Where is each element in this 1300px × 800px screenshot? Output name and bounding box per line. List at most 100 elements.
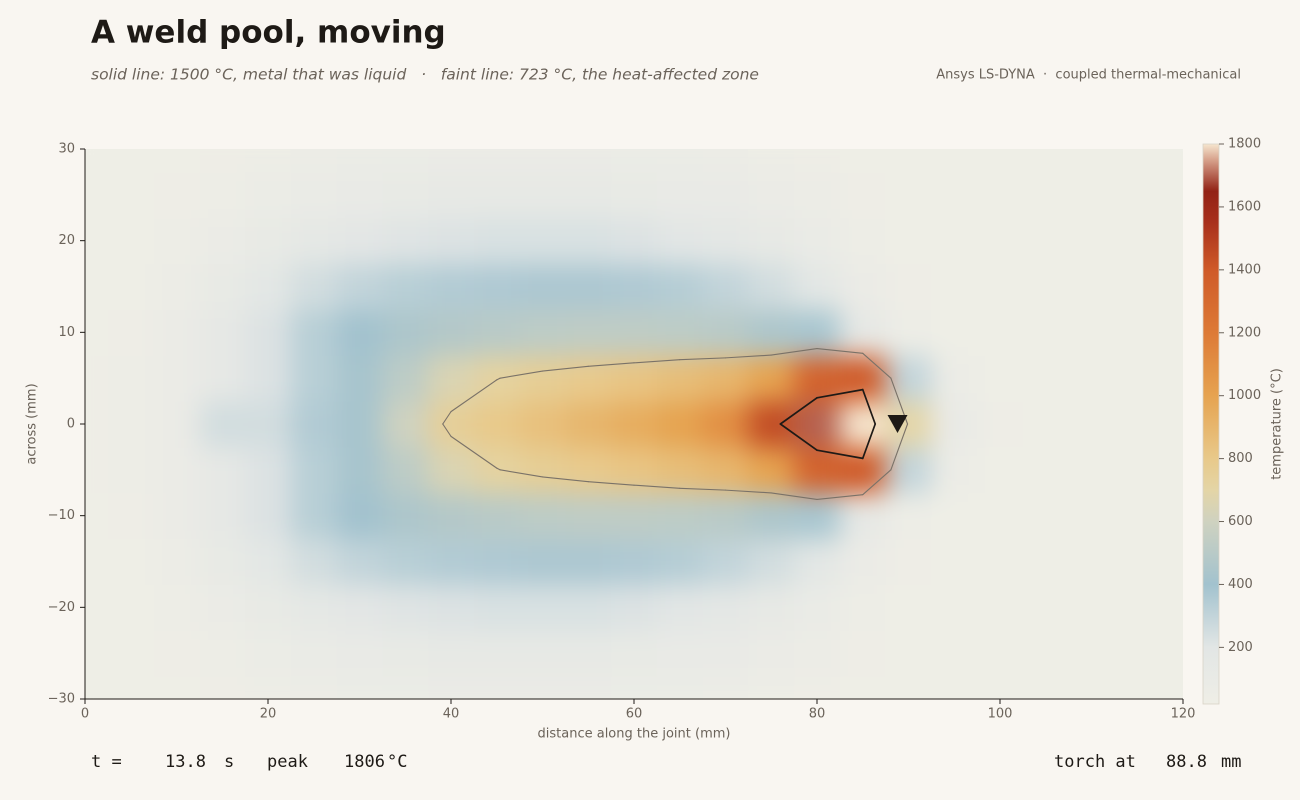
heat-cell (473, 538, 521, 586)
heat-cell (1160, 171, 1183, 219)
heat-cell (199, 630, 246, 677)
x-tick-label: 120 (1171, 707, 1196, 722)
heat-cell (656, 584, 704, 631)
heat-cell (519, 309, 566, 356)
heat-cell (565, 538, 612, 586)
heat-cell (656, 263, 704, 311)
heat-cell (702, 263, 749, 311)
y-tick-label: 20 (58, 233, 75, 248)
heat-cell (153, 355, 200, 402)
heat-cell (565, 446, 612, 494)
heat-cell (977, 538, 1024, 586)
heat-cell (611, 217, 658, 265)
heat-cell (931, 171, 978, 219)
heat-cell (748, 263, 795, 311)
heat-cell (107, 446, 155, 494)
contour-segment (541, 365, 589, 372)
heat-cell (519, 401, 566, 448)
heat-cell (1114, 492, 1161, 540)
heat-cell (885, 492, 932, 540)
colorbar-tick-label: 1600 (1228, 199, 1261, 214)
heat-cell (336, 149, 383, 173)
peak-value: 1806 (344, 752, 385, 772)
heat-cell (931, 263, 978, 311)
heat-cell (1160, 217, 1183, 265)
heat-cell (748, 584, 795, 631)
contour-segment (541, 476, 589, 483)
heat-cell (1068, 355, 1115, 402)
heat-cell (656, 149, 704, 173)
heat-cell (290, 149, 338, 173)
heat-cell (85, 584, 109, 631)
contour-segment (496, 377, 501, 381)
heat-cell (702, 171, 749, 219)
heat-cell (290, 355, 338, 402)
heat-cell (85, 401, 109, 448)
heat-cell (1114, 446, 1161, 494)
heat-cell (1160, 263, 1183, 311)
heat-cell (702, 309, 749, 356)
heat-cell (107, 309, 155, 356)
heat-cell (1022, 630, 1070, 677)
heat-cell (931, 584, 978, 631)
contour-segment (587, 362, 635, 367)
heat-cell (428, 446, 475, 494)
heat-cell (85, 538, 109, 586)
heat-cell (839, 217, 887, 265)
heat-cell (885, 630, 932, 677)
heat-cell (977, 630, 1024, 677)
heat-cell (473, 149, 521, 173)
heat-cell (473, 630, 521, 677)
heat-cell (153, 630, 200, 677)
contour-segment (770, 347, 818, 356)
heat-cell (473, 676, 521, 699)
heat-cell (977, 492, 1024, 540)
heat-cell (107, 149, 155, 173)
heat-cell (1068, 584, 1115, 631)
heat-cell (1114, 676, 1161, 699)
heat-cell (565, 171, 612, 219)
colorbar (1202, 143, 1220, 705)
heat-cell (611, 584, 658, 631)
contour-segment (890, 423, 909, 471)
heat-cell (748, 538, 795, 586)
heat-cell (473, 355, 521, 402)
heat-cell (794, 492, 841, 540)
heat-cell (428, 630, 475, 677)
heatmap (85, 149, 1183, 699)
contour-segment (679, 487, 727, 491)
contour-segment (861, 423, 877, 460)
heat-cell (336, 263, 383, 311)
heat-cell (885, 538, 932, 586)
heat-cell (977, 309, 1024, 356)
heat-cell (428, 171, 475, 219)
heat-cell (565, 149, 612, 173)
x-tick-label: 100 (988, 707, 1013, 722)
heat-cell (1068, 217, 1115, 265)
colorbar-tick-label: 1800 (1228, 137, 1261, 152)
heat-cell (1022, 149, 1070, 173)
heat-cell (428, 584, 475, 631)
heat-cell (611, 676, 658, 699)
heat-cell (519, 676, 566, 699)
heat-cell (1114, 171, 1161, 219)
heat-cell (473, 217, 521, 265)
heat-cell (473, 309, 521, 356)
torch-label: torch at (1054, 752, 1136, 772)
contour-segment (679, 357, 727, 361)
heat-cell (85, 149, 109, 173)
heat-cell (611, 630, 658, 677)
heat-cell (153, 584, 200, 631)
heat-cell (473, 263, 521, 311)
heat-cell (336, 492, 383, 540)
heat-cell (1068, 676, 1115, 699)
heat-cell (245, 676, 292, 699)
heat-cell (748, 355, 795, 402)
heat-cell (977, 446, 1024, 494)
heat-cell (1022, 676, 1070, 699)
heat-cell (1068, 263, 1115, 311)
heat-cell (336, 538, 383, 586)
heat-cell (702, 217, 749, 265)
contour-segment (450, 435, 498, 469)
